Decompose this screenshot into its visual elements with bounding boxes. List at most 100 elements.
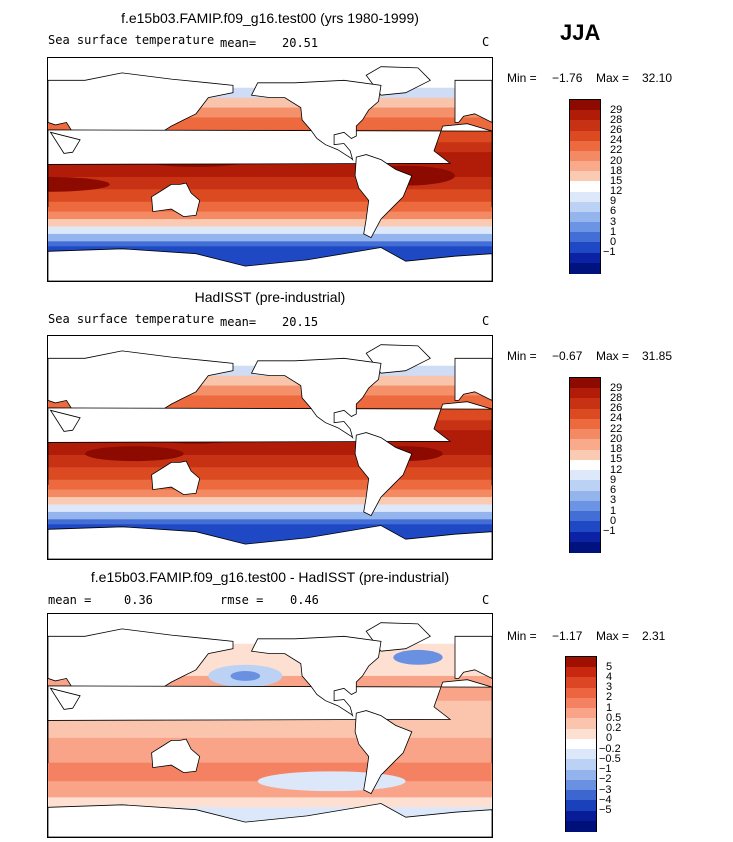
colorbar-tick-label: 6 xyxy=(610,484,617,497)
map-field-band xyxy=(48,233,492,242)
continent-outline xyxy=(151,738,201,774)
continent-outline xyxy=(365,622,431,652)
colorbar-swatch xyxy=(570,418,600,430)
colorbar-tick-label: 29 xyxy=(610,103,623,116)
colorbar-swatch xyxy=(570,470,600,481)
colorbar-tick-label: −2 xyxy=(599,773,612,786)
continent-outline xyxy=(151,460,201,496)
colorbar-swatch xyxy=(570,378,600,389)
panel-3-units: C xyxy=(482,593,490,607)
colorbar-tick-label: 24 xyxy=(610,134,623,147)
map-field-band xyxy=(48,219,492,227)
colorbar-tick-label: 1 xyxy=(610,504,617,517)
continent-outline xyxy=(454,635,492,679)
continent-outline xyxy=(354,154,413,239)
panel-3-map xyxy=(47,613,493,838)
colorbar-tick-label: −5 xyxy=(599,804,612,817)
colorbar-swatch xyxy=(566,759,596,771)
colorbar-swatch xyxy=(570,388,600,400)
colorbar-swatch xyxy=(570,232,600,244)
continent-outline xyxy=(48,247,492,281)
colorbar-tick-label: 18 xyxy=(610,443,623,456)
colorbar-swatch xyxy=(566,738,596,750)
panel-2-max-value: 31.85 xyxy=(642,349,673,363)
panel-1-map xyxy=(47,57,493,282)
colorbar-swatch xyxy=(566,779,596,791)
colorbar-swatch xyxy=(570,161,600,172)
colorbar-swatch xyxy=(566,790,596,801)
continent-outline xyxy=(48,679,492,764)
colorbar-swatch xyxy=(570,511,600,522)
colorbar-tick-label: 15 xyxy=(610,453,623,466)
colorbar-tick-label: 28 xyxy=(610,113,623,126)
colorbar-tick-label: −3 xyxy=(599,783,612,796)
continent-outline xyxy=(250,635,382,717)
continent-outline xyxy=(48,803,492,837)
map-field-band xyxy=(48,385,492,396)
map-field-band xyxy=(48,511,492,520)
colorbar-tick-label: 12 xyxy=(610,185,623,198)
colorbar-swatch xyxy=(570,459,600,471)
continent-outline xyxy=(48,401,492,486)
colorbar-swatch xyxy=(570,150,600,162)
colorbar-swatch xyxy=(570,242,600,254)
panel-3-max-label: Max = xyxy=(596,629,630,643)
map-field-band xyxy=(48,226,492,235)
colorbar-tick-label: 1 xyxy=(606,701,613,714)
panel-1-mean-label: mean= xyxy=(220,36,257,50)
colorbar-swatch xyxy=(566,708,596,719)
panel-3-colorbar: 5 4 3 2 1 0.5 0.2 0 −0.2 −0.5 −1 −2 −3 −4 −5 xyxy=(565,656,621,832)
map-field-band xyxy=(48,107,492,118)
colorbar-tick-label: 3 xyxy=(610,215,617,228)
colorbar-tick-label: 22 xyxy=(610,422,623,435)
continent-outline xyxy=(151,182,201,218)
colorbar-tick-label: 0 xyxy=(610,514,617,527)
panel-1-max-label: Max = xyxy=(596,71,630,85)
map-field-anomaly xyxy=(48,176,110,192)
panel-1-units: C xyxy=(482,35,490,49)
colorbar-swatch xyxy=(566,718,596,730)
continent-outline xyxy=(250,79,382,161)
panel-2-min-label: Min = xyxy=(507,349,537,363)
colorbar-tick-label: 9 xyxy=(610,473,617,486)
map-field-band xyxy=(48,211,492,220)
colorbar-swatch xyxy=(570,480,600,492)
continent-outline xyxy=(49,687,81,710)
panel-2-units: C xyxy=(482,314,490,328)
colorbar-tick-label: 3 xyxy=(610,494,617,507)
map-field-band xyxy=(48,375,492,387)
colorbar-swatch xyxy=(570,252,600,264)
panel-3-min-value: −1.17 xyxy=(552,629,583,643)
panel-1-title: f.e15b03.FAMIP.f09_g16.test00 (yrs 1980-… xyxy=(121,10,419,26)
colorbar-swatch xyxy=(570,140,600,152)
continent-outline xyxy=(49,409,81,432)
continent-outline xyxy=(49,131,81,154)
colorbar-tick-label: 6 xyxy=(610,205,617,218)
colorbar-swatch xyxy=(570,429,600,440)
map-field-band xyxy=(48,201,492,213)
panel-2-mean-label: mean= xyxy=(220,315,257,329)
map-field-anomaly xyxy=(257,771,406,792)
map-field-band xyxy=(48,489,492,498)
colorbar-swatch xyxy=(570,100,600,111)
colorbar-swatch xyxy=(570,171,600,182)
colorbar-tick-label: 29 xyxy=(610,381,623,394)
colorbar-swatch xyxy=(570,408,600,420)
panel-2-title: HadISST (pre-industrial) xyxy=(194,289,346,305)
colorbar-tick-label: 15 xyxy=(610,174,623,187)
map-field-anomaly xyxy=(393,649,443,665)
panel-2-mean-value: 20.15 xyxy=(282,315,319,329)
panel-1-max-value: 32.10 xyxy=(642,71,673,85)
colorbar-swatch xyxy=(570,181,600,193)
continent-outline xyxy=(454,357,492,401)
continent-outline xyxy=(454,79,492,123)
colorbar-tick-label: 2 xyxy=(606,691,613,704)
colorbar-swatch xyxy=(570,191,600,203)
colorbar-swatch xyxy=(570,500,600,512)
panel-3-min-label: Min = xyxy=(507,629,537,643)
colorbar-swatch xyxy=(566,697,596,709)
continent-outline xyxy=(365,66,431,96)
panel-3-title: f.e15b03.FAMIP.f09_g16.test00 - HadISST … xyxy=(90,569,450,585)
colorbar-swatch xyxy=(570,449,600,461)
colorbar-tick-label: 0 xyxy=(610,235,617,248)
